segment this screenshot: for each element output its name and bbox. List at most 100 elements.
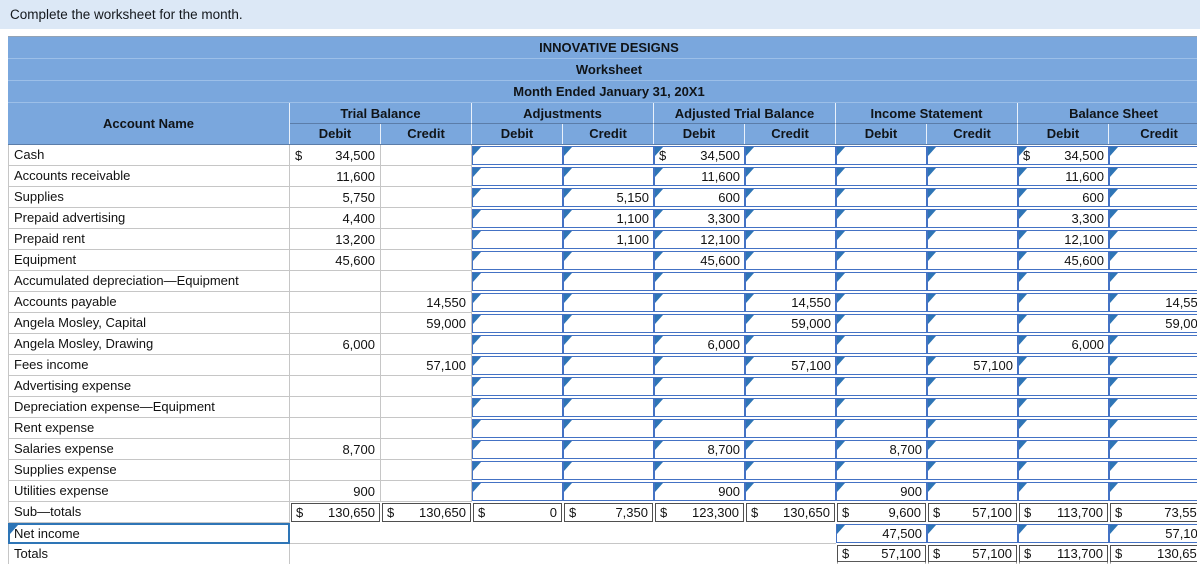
supplies-expense-adjustments-debit-input[interactable]: [472, 461, 563, 480]
equipment-adjusted-trial-balance-debit-input[interactable]: 45,600: [654, 251, 745, 270]
supplies-expense-adjusted-trial-balance-debit-input[interactable]: [654, 461, 745, 480]
cash-adjustments-credit-input[interactable]: [563, 146, 654, 165]
fees-income-balance-sheet-credit-input[interactable]: [1109, 356, 1197, 375]
accounts-payable-adjustments-debit-input[interactable]: [472, 293, 563, 312]
accounts-receivable-adjustments-debit-input[interactable]: [472, 167, 563, 186]
salaries-expense-adjustments-credit-input[interactable]: [563, 440, 654, 459]
advertising-expense-income-statement-credit-input[interactable]: [927, 377, 1018, 396]
angela-mosley-capital-adjusted-trial-balance-debit-input[interactable]: [654, 314, 745, 333]
fees-income-adjusted-trial-balance-credit-input[interactable]: 57,100: [745, 356, 836, 375]
supplies-adjusted-trial-balance-credit-input[interactable]: [745, 188, 836, 207]
angela-mosley-capital-income-statement-debit-input[interactable]: [836, 314, 927, 333]
rent-expense-income-statement-debit-input[interactable]: [836, 419, 927, 438]
accounts-payable-income-statement-debit-input[interactable]: [836, 293, 927, 312]
prepaid-rent-adjusted-trial-balance-debit-input[interactable]: 12,100: [654, 230, 745, 249]
angela-mosley-drawing-adjusted-trial-balance-debit-input[interactable]: 6,000: [654, 335, 745, 354]
advertising-expense-balance-sheet-debit-input[interactable]: [1018, 377, 1109, 396]
supplies-balance-sheet-credit-input[interactable]: [1109, 188, 1197, 207]
angela-mosley-drawing-adjustments-credit-input[interactable]: [563, 335, 654, 354]
salaries-expense-adjustments-debit-input[interactable]: [472, 440, 563, 459]
utilities-expense-income-statement-debit-input[interactable]: 900: [836, 482, 927, 501]
depreciation-expense-equipment-adjustments-credit-input[interactable]: [563, 398, 654, 417]
accumulated-depreciation-equipment-income-statement-credit-input[interactable]: [927, 272, 1018, 291]
accounts-receivable-income-statement-debit-input[interactable]: [836, 167, 927, 186]
salaries-expense-adjusted-trial-balance-debit-input[interactable]: 8,700: [654, 440, 745, 459]
prepaid-advertising-adjusted-trial-balance-credit-input[interactable]: [745, 209, 836, 228]
accumulated-depreciation-equipment-adjusted-trial-balance-credit-input[interactable]: [745, 272, 836, 291]
equipment-income-statement-debit-input[interactable]: [836, 251, 927, 270]
prepaid-rent-income-statement-debit-input[interactable]: [836, 230, 927, 249]
angela-mosley-drawing-income-statement-debit-input[interactable]: [836, 335, 927, 354]
supplies-income-statement-debit-input[interactable]: [836, 188, 927, 207]
accounts-payable-balance-sheet-credit-input[interactable]: 14,550: [1109, 293, 1197, 312]
supplies-balance-sheet-debit-input[interactable]: 600: [1018, 188, 1109, 207]
supplies-expense-income-statement-credit-input[interactable]: [927, 461, 1018, 480]
accumulated-depreciation-equipment-adjustments-debit-input[interactable]: [472, 272, 563, 291]
depreciation-expense-equipment-adjustments-debit-input[interactable]: [472, 398, 563, 417]
rent-expense-balance-sheet-credit-input[interactable]: [1109, 419, 1197, 438]
advertising-expense-balance-sheet-credit-input[interactable]: [1109, 377, 1197, 396]
prepaid-advertising-adjustments-debit-input[interactable]: [472, 209, 563, 228]
advertising-expense-adjustments-debit-input[interactable]: [472, 377, 563, 396]
fees-income-adjusted-trial-balance-debit-input[interactable]: [654, 356, 745, 375]
advertising-expense-income-statement-debit-input[interactable]: [836, 377, 927, 396]
equipment-balance-sheet-credit-input[interactable]: [1109, 251, 1197, 270]
angela-mosley-capital-adjustments-credit-input[interactable]: [563, 314, 654, 333]
accounts-payable-balance-sheet-debit-input[interactable]: [1018, 293, 1109, 312]
fees-income-income-statement-credit-input[interactable]: 57,100: [927, 356, 1018, 375]
supplies-expense-adjustments-credit-input[interactable]: [563, 461, 654, 480]
angela-mosley-capital-adjusted-trial-balance-credit-input[interactable]: 59,000: [745, 314, 836, 333]
accounts-payable-adjustments-credit-input[interactable]: [563, 293, 654, 312]
depreciation-expense-equipment-income-statement-credit-input[interactable]: [927, 398, 1018, 417]
fees-income-adjustments-debit-input[interactable]: [472, 356, 563, 375]
angela-mosley-drawing-adjusted-trial-balance-credit-input[interactable]: [745, 335, 836, 354]
cash-balance-sheet-credit-input[interactable]: [1109, 146, 1197, 165]
prepaid-rent-adjusted-trial-balance-credit-input[interactable]: [745, 230, 836, 249]
accounts-receivable-adjustments-credit-input[interactable]: [563, 167, 654, 186]
angela-mosley-drawing-adjustments-debit-input[interactable]: [472, 335, 563, 354]
net-income-balance-sheet-credit-input[interactable]: 57,100: [1109, 524, 1197, 543]
depreciation-expense-equipment-adjusted-trial-balance-credit-input[interactable]: [745, 398, 836, 417]
fees-income-income-statement-debit-input[interactable]: [836, 356, 927, 375]
salaries-expense-balance-sheet-credit-input[interactable]: [1109, 440, 1197, 459]
rent-expense-adjustments-credit-input[interactable]: [563, 419, 654, 438]
supplies-expense-income-statement-debit-input[interactable]: [836, 461, 927, 480]
accounts-receivable-balance-sheet-debit-input[interactable]: 11,600: [1018, 167, 1109, 186]
accounts-receivable-adjusted-trial-balance-debit-input[interactable]: 11,600: [654, 167, 745, 186]
prepaid-rent-adjustments-debit-input[interactable]: [472, 230, 563, 249]
depreciation-expense-equipment-income-statement-debit-input[interactable]: [836, 398, 927, 417]
supplies-income-statement-credit-input[interactable]: [927, 188, 1018, 207]
angela-mosley-drawing-income-statement-credit-input[interactable]: [927, 335, 1018, 354]
salaries-expense-balance-sheet-debit-input[interactable]: [1018, 440, 1109, 459]
angela-mosley-capital-income-statement-credit-input[interactable]: [927, 314, 1018, 333]
accounts-receivable-income-statement-credit-input[interactable]: [927, 167, 1018, 186]
cash-adjustments-debit-input[interactable]: [472, 146, 563, 165]
accumulated-depreciation-equipment-balance-sheet-debit-input[interactable]: [1018, 272, 1109, 291]
advertising-expense-adjusted-trial-balance-debit-input[interactable]: [654, 377, 745, 396]
cash-adjusted-trial-balance-credit-input[interactable]: [745, 146, 836, 165]
accumulated-depreciation-equipment-adjusted-trial-balance-debit-input[interactable]: [654, 272, 745, 291]
net-income-balance-sheet-debit-input[interactable]: [1018, 524, 1109, 543]
rent-expense-adjusted-trial-balance-credit-input[interactable]: [745, 419, 836, 438]
cash-adjusted-trial-balance-debit-input[interactable]: $34,500: [654, 146, 745, 165]
angela-mosley-capital-balance-sheet-debit-input[interactable]: [1018, 314, 1109, 333]
angela-mosley-capital-adjustments-debit-input[interactable]: [472, 314, 563, 333]
rent-expense-adjusted-trial-balance-debit-input[interactable]: [654, 419, 745, 438]
angela-mosley-drawing-balance-sheet-credit-input[interactable]: [1109, 335, 1197, 354]
cash-balance-sheet-debit-input[interactable]: $34,500: [1018, 146, 1109, 165]
fees-income-balance-sheet-debit-input[interactable]: [1018, 356, 1109, 375]
utilities-expense-adjustments-debit-input[interactable]: [472, 482, 563, 501]
equipment-adjustments-credit-input[interactable]: [563, 251, 654, 270]
accounts-payable-adjusted-trial-balance-debit-input[interactable]: [654, 293, 745, 312]
depreciation-expense-equipment-balance-sheet-credit-input[interactable]: [1109, 398, 1197, 417]
salaries-expense-income-statement-credit-input[interactable]: [927, 440, 1018, 459]
accumulated-depreciation-equipment-income-statement-debit-input[interactable]: [836, 272, 927, 291]
prepaid-advertising-adjusted-trial-balance-debit-input[interactable]: 3,300: [654, 209, 745, 228]
accounts-receivable-balance-sheet-credit-input[interactable]: [1109, 167, 1197, 186]
prepaid-advertising-income-statement-debit-input[interactable]: [836, 209, 927, 228]
equipment-adjustments-debit-input[interactable]: [472, 251, 563, 270]
prepaid-rent-adjustments-credit-input[interactable]: 1,100: [563, 230, 654, 249]
equipment-income-statement-credit-input[interactable]: [927, 251, 1018, 270]
supplies-expense-balance-sheet-credit-input[interactable]: [1109, 461, 1197, 480]
prepaid-advertising-adjustments-credit-input[interactable]: 1,100: [563, 209, 654, 228]
